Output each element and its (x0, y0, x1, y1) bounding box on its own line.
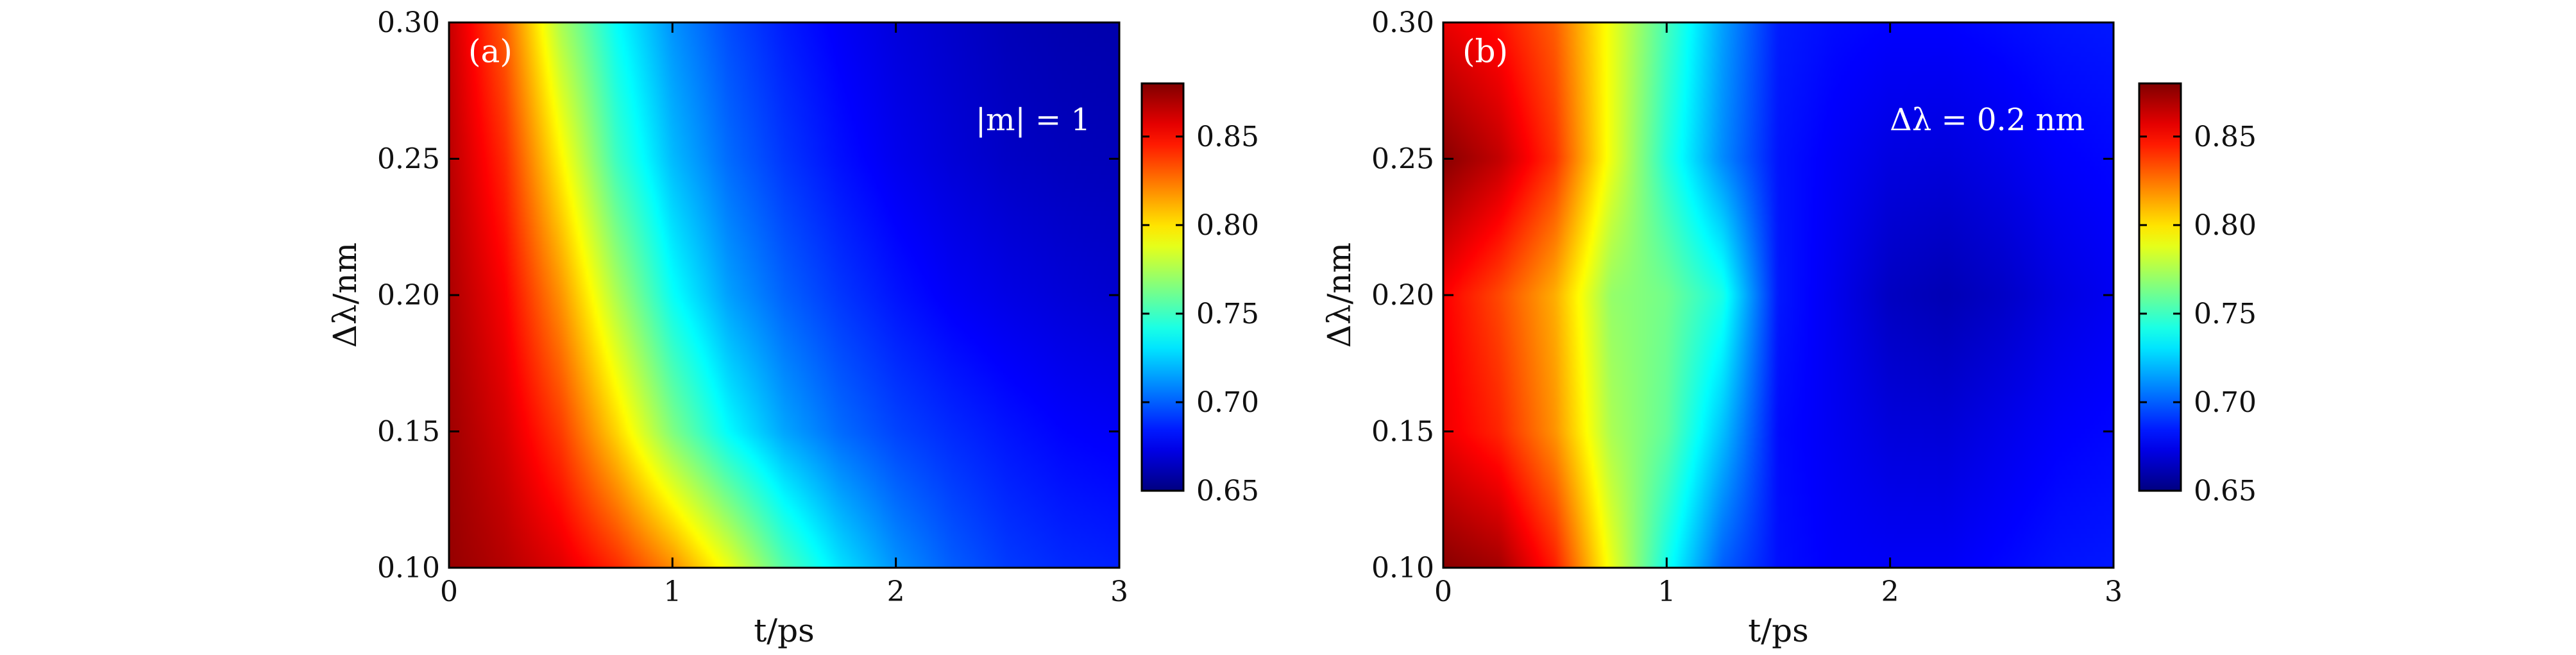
y-tick-label: 0.10 (377, 552, 440, 584)
y-tick-label: 0.15 (377, 416, 440, 448)
heatmap-image (449, 22, 1119, 568)
colorbar-tick-label: 0.70 (2194, 386, 2257, 419)
x-axis-label: t/ps (754, 612, 815, 649)
heatmap-panel-2: 0 1 2 3 0.10 0.15 0.20 0.25 0.30 t/ps Δλ/nm (b) Δλ =… (1321, 6, 2257, 649)
y-tick-label: 0.20 (377, 279, 440, 312)
panel-label: (a) (468, 33, 513, 70)
panel-annotation: Δλ = 0.2 nm (1890, 102, 2085, 138)
colorbar (2138, 82, 2182, 492)
panel-label: (b) (1462, 33, 1508, 70)
y-tick-label: 0.25 (377, 143, 440, 176)
colorbar-tick-label: 0.70 (1196, 386, 1259, 419)
y-axis-label: Δλ/nm (1321, 242, 1358, 348)
colorbar-tick-label: 0.65 (1196, 475, 1259, 507)
colorbar (1140, 82, 1185, 492)
y-tick-label: 0.25 (1371, 143, 1434, 176)
y-tick-label: 0.10 (1371, 552, 1434, 584)
x-tick-label: 1 (1657, 575, 1675, 608)
x-tick-label: 2 (887, 575, 905, 608)
x-tick-label: 3 (2105, 575, 2123, 608)
x-tick-label: 3 (1110, 575, 1128, 608)
colorbar-tick-label: 0.85 (1196, 121, 1259, 153)
colorbar-tick-label: 0.75 (2194, 298, 2257, 330)
x-axis-label: t/ps (1748, 612, 1809, 649)
panel-annotation: |m| = 1 (976, 102, 1090, 138)
heatmap-image (1443, 22, 2114, 568)
colorbar-tick-label: 0.65 (2194, 475, 2257, 507)
x-tick-label: 2 (1881, 575, 1899, 608)
colorbar-tick-label: 0.80 (2194, 209, 2257, 242)
y-tick-label: 0.30 (377, 6, 440, 39)
heatmap-panel-1: 0 1 2 3 0.10 0.15 0.20 0.25 0.30 t/ps Δλ/nm (a) |m| … (326, 6, 1259, 649)
y-tick-label: 0.30 (1371, 6, 1434, 39)
x-tick-label: 1 (663, 575, 681, 608)
colorbar-tick-label: 0.80 (1196, 209, 1259, 242)
x-tick-label: 0 (440, 575, 458, 608)
y-axis-label: Δλ/nm (326, 242, 364, 348)
y-tick-label: 0.15 (1371, 416, 1434, 448)
colorbar-tick-label: 0.85 (2194, 121, 2257, 153)
x-tick-label: 0 (1434, 575, 1452, 608)
colorbar-tick-label: 0.75 (1196, 298, 1259, 330)
y-tick-label: 0.20 (1371, 279, 1434, 312)
